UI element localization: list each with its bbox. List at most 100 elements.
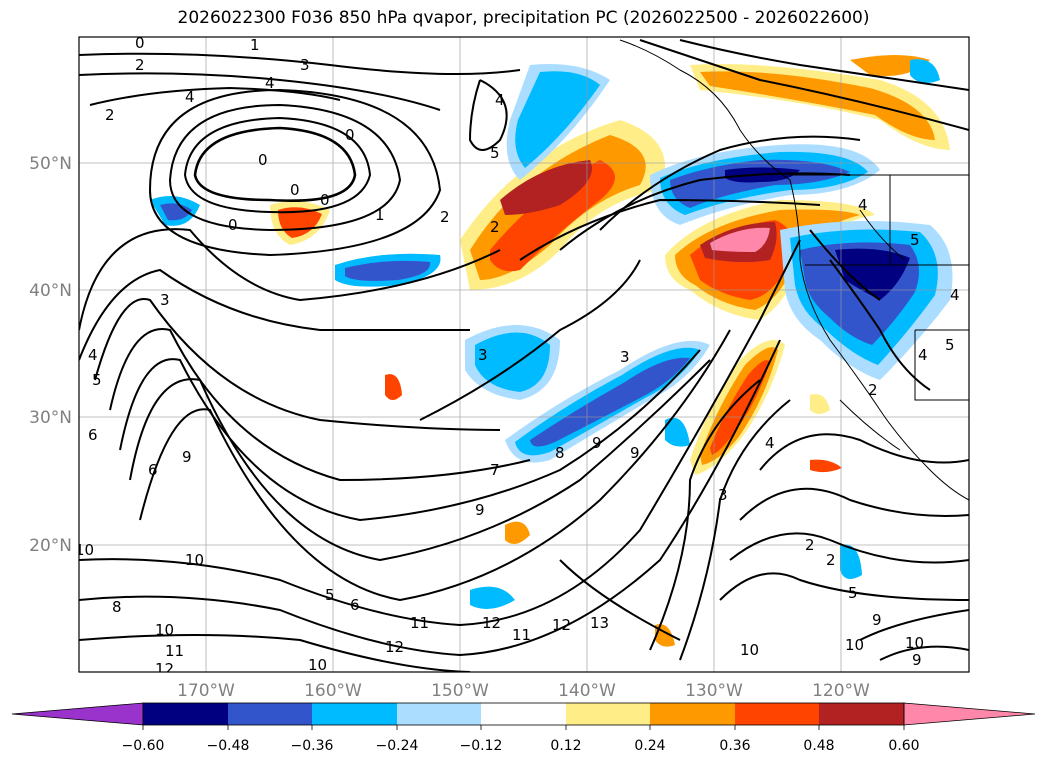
- colorbar: −0.60 −0.48 −0.36 −0.24 −0.12 0.12 0.24 …: [11, 702, 1036, 754]
- contour-label: 13: [590, 614, 609, 632]
- contour-label: 4: [88, 346, 98, 364]
- contour-label: 5: [910, 231, 920, 249]
- lat-label: 20°N: [29, 536, 72, 556]
- contour-label: 10: [155, 621, 174, 639]
- contour-label: 6: [148, 461, 158, 479]
- precip-positive-area: [700, 71, 935, 140]
- precip-negative-area: [530, 357, 690, 447]
- lat-label: 30°N: [29, 408, 72, 428]
- contour-label: 4: [950, 286, 960, 304]
- contour-label: 10: [740, 641, 759, 659]
- contour-label: 6: [350, 596, 360, 614]
- contour-label: 4: [918, 346, 928, 364]
- colorbar-tick-label: 0.48: [803, 738, 834, 754]
- contour-label: 8: [112, 598, 122, 616]
- contour-label: 1: [250, 36, 260, 54]
- contour-label: 9: [182, 448, 192, 466]
- lon-label: 120°W: [812, 681, 870, 701]
- colorbar-extend-low: [11, 702, 144, 726]
- contour-label: 1: [375, 206, 385, 224]
- lon-label: 160°W: [304, 681, 362, 701]
- contour-label: 0: [258, 151, 268, 169]
- contour-label: 0: [345, 126, 355, 144]
- contour-label: 2: [868, 381, 878, 399]
- colorbar-swatch: [481, 703, 566, 725]
- contour-label: 9: [475, 501, 485, 519]
- contour-label: 12: [482, 614, 501, 632]
- contour-label: 11: [165, 642, 184, 660]
- contour-label: 3: [160, 291, 170, 309]
- contour-label: 12: [155, 660, 174, 678]
- contour-label: 3: [300, 56, 310, 74]
- contour-label: 0: [320, 191, 330, 209]
- contour-label: 5: [848, 584, 858, 602]
- lon-label: 130°W: [685, 681, 743, 701]
- precip-negative-area: [670, 159, 850, 208]
- colorbar-swatch: [566, 703, 650, 725]
- contour-label: 0: [290, 181, 300, 199]
- colorbar-tick-label: −0.48: [207, 738, 250, 754]
- contour-label: 10: [308, 656, 327, 674]
- precip-positive-area: [385, 374, 402, 400]
- contour-label: 6: [88, 426, 98, 444]
- contour-label: 0: [135, 34, 145, 52]
- contour-label: 2: [135, 56, 145, 74]
- precip-negative-area: [835, 248, 910, 300]
- colorbar-tick-label: 0.36: [719, 738, 750, 754]
- contour-label: 5: [490, 144, 500, 162]
- precip-shading: [150, 55, 953, 647]
- precip-positive-area: [500, 160, 592, 215]
- colorbar-tick-label: 0.12: [550, 738, 581, 754]
- contour-label: 2: [826, 551, 836, 569]
- colorbar-swatch: [397, 703, 481, 725]
- colorbar-swatch: [143, 703, 228, 725]
- contour-label: 9: [630, 444, 640, 462]
- precip-negative-area: [470, 586, 515, 609]
- plot-area: 2 1 3 4 0 0 1 2 2 5 4 3 4 5 6 6 9 10 10 …: [75, 34, 970, 678]
- contour-label: 5: [325, 586, 335, 604]
- contour-label: 9: [912, 651, 922, 669]
- colorbar-tick-label: −0.12: [460, 738, 503, 754]
- contour-label: 11: [410, 614, 429, 632]
- lat-label: 40°N: [29, 281, 72, 301]
- contour-label: 12: [552, 616, 571, 634]
- contour-label: 10: [905, 634, 924, 652]
- contour-label: 2: [440, 208, 450, 226]
- contour-label: 9: [872, 611, 882, 629]
- precip-positive-area: [710, 227, 770, 252]
- contour-label: 0: [228, 216, 238, 234]
- precip-negative-area: [665, 417, 690, 447]
- contour-label: 2: [105, 106, 115, 124]
- contour-label: 10: [185, 551, 204, 569]
- colorbar-swatch: [735, 703, 819, 725]
- colorbar-swatch: [650, 703, 735, 725]
- lon-label: 140°W: [558, 681, 616, 701]
- colorbar-extend-high: [903, 702, 1036, 726]
- colorbar-tick-label: −0.24: [376, 738, 419, 754]
- contour-label: 4: [765, 434, 775, 452]
- contour-label: 2: [490, 218, 500, 236]
- map-title: 2026022300 F036 850 hPa qvapor, precipit…: [177, 8, 870, 28]
- precip-negative-area: [160, 203, 192, 221]
- contour-label: 4: [858, 196, 868, 214]
- colorbar-swatch: [312, 703, 397, 725]
- precip-positive-area: [810, 459, 842, 473]
- contour-label: 12: [385, 638, 404, 656]
- contour-label: 10: [75, 541, 94, 559]
- contour-label: 10: [845, 636, 864, 654]
- lon-label: 170°W: [177, 681, 235, 701]
- contour-label: 4: [265, 74, 275, 92]
- precip-negative-area: [515, 71, 600, 168]
- contour-label: 5: [92, 371, 102, 389]
- contour-label: 5: [945, 336, 955, 354]
- colorbar-tick-label: −0.36: [291, 738, 334, 754]
- contour-label: 8: [555, 444, 565, 462]
- precip-negative-area: [345, 260, 431, 281]
- contour-label: 2: [805, 536, 815, 554]
- lon-label: 150°W: [431, 681, 489, 701]
- contour-label: 4: [495, 91, 505, 109]
- contour-label: 7: [490, 461, 500, 479]
- coastline: [619, 39, 969, 501]
- contour-label: 9: [592, 434, 602, 452]
